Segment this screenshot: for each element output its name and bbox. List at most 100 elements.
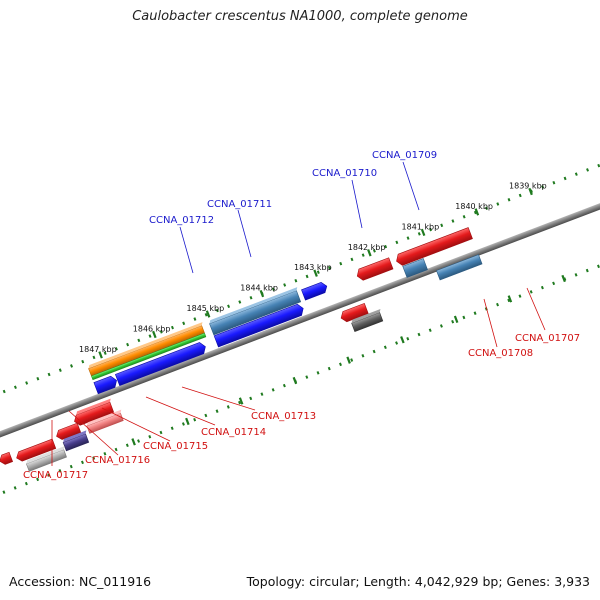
minor-tick-outer bbox=[597, 163, 600, 168]
label-01708[interactable]: CCNA_01708 bbox=[468, 348, 533, 359]
minor-tick-outer bbox=[47, 372, 51, 377]
kbp-tick-label: 1846 kbp bbox=[133, 324, 171, 333]
minor-tick-outer bbox=[440, 223, 444, 228]
minor-tick-inner bbox=[552, 281, 556, 286]
gene-labels: CCNA_01709 CCNA_01710 CCNA_01711 CCNA_01… bbox=[23, 150, 580, 481]
minor-tick-outer bbox=[193, 317, 197, 321]
label-01713[interactable]: CCNA_01713 bbox=[251, 411, 316, 422]
minor-tick-inner bbox=[36, 477, 40, 482]
minor-tick-inner bbox=[316, 371, 320, 375]
gene-arrow-forward-b[interactable] bbox=[115, 341, 207, 387]
minor-tick-inner bbox=[103, 452, 107, 456]
minor-tick-outer bbox=[507, 197, 511, 202]
major-tick-outer bbox=[205, 310, 211, 318]
minor-tick-outer bbox=[361, 253, 365, 257]
gene-arrow-forward-right-a[interactable] bbox=[402, 258, 428, 278]
minor-tick-outer bbox=[429, 227, 432, 232]
minor-tick-outer bbox=[103, 351, 107, 355]
minor-tick-inner bbox=[193, 417, 197, 422]
minor-tick-outer bbox=[384, 244, 388, 249]
gene-arrow-01706[interactable] bbox=[355, 257, 394, 282]
gene-arrow-01709[interactable] bbox=[301, 281, 328, 301]
gene-arrow-01715[interactable] bbox=[25, 446, 68, 472]
label-01709[interactable]: CCNA_01709 bbox=[372, 150, 437, 161]
minor-tick-outer bbox=[126, 342, 130, 347]
gene-arrow-forward-c[interactable] bbox=[213, 303, 305, 348]
minor-tick-inner bbox=[372, 349, 376, 354]
major-tick-outer bbox=[528, 187, 533, 196]
minor-tick-inner bbox=[451, 319, 455, 324]
minor-tick-outer bbox=[58, 368, 62, 372]
minor-tick-outer bbox=[215, 308, 219, 313]
kbp-tick-label: 1847 kbp bbox=[79, 345, 117, 354]
minor-tick-inner bbox=[350, 358, 354, 362]
kbp-tick-label: 1842 kbp bbox=[348, 243, 386, 252]
minor-tick-outer bbox=[249, 295, 253, 300]
label-01707[interactable]: CCNA_01707 bbox=[515, 333, 580, 344]
gene-arrow-forward-a[interactable] bbox=[93, 375, 119, 395]
gene-arrow-01707[interactable] bbox=[394, 227, 473, 267]
minor-tick-outer bbox=[518, 193, 522, 198]
kbp-tick-label: 1843 kbp bbox=[294, 263, 332, 272]
minor-tick-outer bbox=[328, 266, 332, 270]
major-tick-inner bbox=[507, 295, 513, 303]
leader-01712 bbox=[179, 226, 194, 274]
minor-tick-inner bbox=[92, 456, 96, 460]
minor-tick-outer bbox=[227, 304, 231, 309]
minor-tick-outer bbox=[25, 381, 29, 385]
gene-arrow-01716b[interactable] bbox=[0, 451, 14, 466]
minor-tick-inner bbox=[496, 302, 499, 307]
label-01716[interactable]: CCNA_01716 bbox=[85, 455, 150, 466]
callout-lines bbox=[51, 161, 546, 466]
leader-01714 bbox=[145, 396, 216, 426]
major-tick-inner bbox=[185, 417, 190, 426]
gene-arrow-01710[interactable] bbox=[208, 287, 302, 336]
minor-tick-outer bbox=[171, 325, 174, 330]
gene-arrow-01712[interactable] bbox=[91, 332, 207, 381]
inner-tick-row bbox=[2, 264, 600, 494]
minor-tick-inner bbox=[383, 345, 387, 350]
gene-arrow-01713b[interactable] bbox=[86, 409, 125, 434]
label-01710[interactable]: CCNA_01710 bbox=[312, 168, 377, 179]
kbp-ticks: 1839 kbp 1840 kbp 1841 kbp 1842 kbp 1843 kbp… bbox=[79, 182, 566, 446]
kbp-tick-label: 1844 kbp bbox=[240, 284, 278, 293]
minor-tick-inner bbox=[305, 375, 309, 379]
minor-tick-outer bbox=[271, 287, 275, 291]
label-01717[interactable]: CCNA_01717 bbox=[23, 470, 88, 481]
label-01714[interactable]: CCNA_01714 bbox=[201, 427, 266, 438]
minor-tick-inner bbox=[282, 383, 286, 388]
minor-tick-outer bbox=[204, 313, 208, 317]
minor-tick-inner bbox=[361, 354, 365, 358]
reverse-strand-genes bbox=[0, 227, 483, 472]
minor-tick-inner bbox=[585, 268, 589, 273]
label-01711[interactable]: CCNA_01711 bbox=[207, 199, 272, 210]
major-tick-outer bbox=[259, 289, 265, 298]
gene-arrow-01714[interactable] bbox=[62, 430, 91, 452]
minor-tick-outer bbox=[92, 355, 96, 360]
minor-tick-outer bbox=[294, 278, 298, 283]
major-tick-inner bbox=[238, 397, 244, 405]
minor-tick-inner bbox=[260, 392, 264, 396]
minor-tick-outer bbox=[238, 300, 242, 304]
gene-arrow-01716a[interactable] bbox=[15, 438, 57, 463]
minor-tick-outer bbox=[81, 359, 85, 364]
minor-tick-outer bbox=[372, 249, 376, 253]
minor-tick-inner bbox=[271, 388, 275, 392]
label-01715[interactable]: CCNA_01715 bbox=[143, 441, 208, 452]
minor-tick-inner bbox=[125, 443, 129, 448]
rotated-track-group: 1839 kbp 1840 kbp 1841 kbp 1842 kbp 1843 kbp… bbox=[0, 163, 600, 494]
minor-tick-outer bbox=[563, 176, 567, 181]
gene-arrow-01708[interactable] bbox=[351, 309, 385, 332]
minor-tick-outer bbox=[137, 338, 141, 343]
minor-tick-inner bbox=[238, 400, 241, 405]
kbp-tick-label: 1845 kbp bbox=[187, 304, 225, 313]
gene-arrow-right-steel[interactable] bbox=[436, 254, 483, 281]
minor-tick-inner bbox=[540, 285, 544, 290]
kbp-tick-label: 1839 kbp bbox=[509, 182, 547, 191]
minor-tick-outer bbox=[339, 261, 343, 266]
minor-tick-outer bbox=[283, 283, 287, 287]
label-01712[interactable]: CCNA_01712 bbox=[149, 215, 214, 226]
minor-tick-outer bbox=[350, 257, 354, 262]
leader-01713 bbox=[181, 386, 256, 411]
